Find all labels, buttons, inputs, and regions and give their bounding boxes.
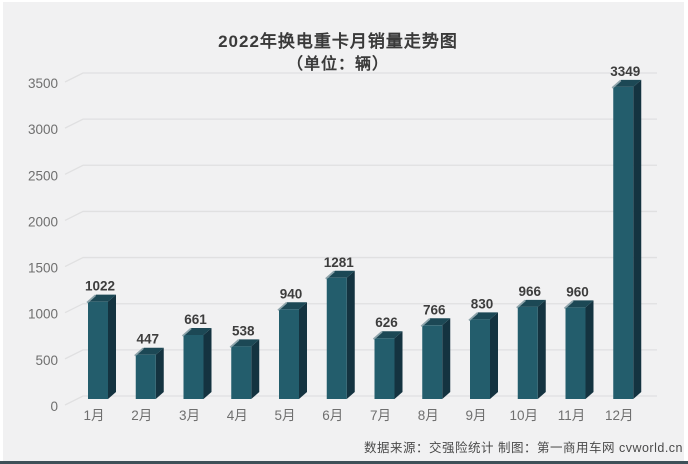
bar-side-face [490,312,498,399]
y-tick-label: 2000 [28,214,58,229]
bar-value-label: 1022 [85,279,115,294]
x-tick-label: 2月 [131,408,152,423]
y-tick-label: 500 [35,353,58,368]
bar [326,277,347,399]
bar-bevel-highlight [563,300,574,310]
bar-bevel-highlight [420,318,431,327]
x-tick-label: 10月 [509,408,538,423]
bar-side-face [155,347,164,399]
gridline [64,256,657,268]
bar [135,354,156,399]
bar-side-face [251,339,260,399]
y-tick-label: 0 [50,399,58,414]
y-tick-label: 3500 [28,76,58,91]
bar-side-face [442,318,451,399]
bar [470,319,490,399]
bar-value-label: 1281 [324,255,355,270]
x-tick-label: 7月 [370,408,391,423]
bar-bevel-highlight [181,327,192,337]
bar-bevel-highlight [229,339,240,349]
x-tick-label: 12月 [605,408,634,423]
bar [88,301,108,399]
x-tick-label: 6月 [322,408,343,423]
bar [517,306,538,399]
x-tick-label: 4月 [227,408,248,423]
gridline [64,210,657,222]
gridline [64,395,657,406]
bar-bevel-highlight [372,331,383,340]
bar-value-label: 766 [423,302,446,317]
bar-value-label: 661 [184,312,207,327]
gridline [64,164,657,175]
bar-bevel-highlight [86,294,97,304]
bar-side-face [108,294,116,399]
bar-value-label: 447 [136,332,159,347]
x-tick-label: 3月 [179,408,200,423]
bar [565,307,586,399]
bar [231,346,252,399]
bar-side-face [585,300,594,399]
gridline [64,303,657,314]
bar-value-label: 966 [518,284,541,299]
bar [422,325,443,399]
bar [613,86,634,399]
x-tick-label: 9月 [465,408,486,423]
bar [183,334,204,399]
bar-value-label: 960 [566,284,589,299]
bar-bevel-highlight [611,79,622,89]
y-tick-label: 2500 [28,168,58,183]
bar-value-label: 3349 [610,64,640,79]
bar-side-face [299,302,307,399]
y-tick-label: 1000 [28,307,58,322]
bar-bevel-highlight [325,270,335,280]
gridline [64,349,657,360]
gridline [64,118,657,129]
x-tick-label: 1月 [83,408,104,423]
gridline [64,72,657,83]
x-tick-label: 8月 [418,408,439,423]
bar-value-label: 830 [471,296,494,311]
bar [279,309,299,399]
bar [374,338,395,399]
y-tick-label: 3000 [28,122,58,137]
bar-side-face [346,270,355,399]
bar-bevel-highlight [516,299,526,309]
data-source-note: 数据来源：交强险统计 制图：第一商用车网 cvworld.cn [364,441,683,455]
bar-bevel-highlight [277,302,288,311]
bar-side-face [537,299,546,399]
bar-bevel-highlight [134,347,144,357]
x-tick-label: 5月 [274,408,295,423]
x-tick-label: 11月 [558,408,586,423]
bar-value-label: 538 [232,323,255,338]
bar-side-face [203,327,212,399]
y-tick-label: 1500 [28,261,58,276]
bottom-border [0,461,688,464]
bar-side-face [394,331,403,399]
bar-value-label: 940 [280,286,303,301]
bar-side-face [633,79,642,399]
bar-bevel-highlight [468,312,479,322]
bar-value-label: 626 [375,315,398,330]
